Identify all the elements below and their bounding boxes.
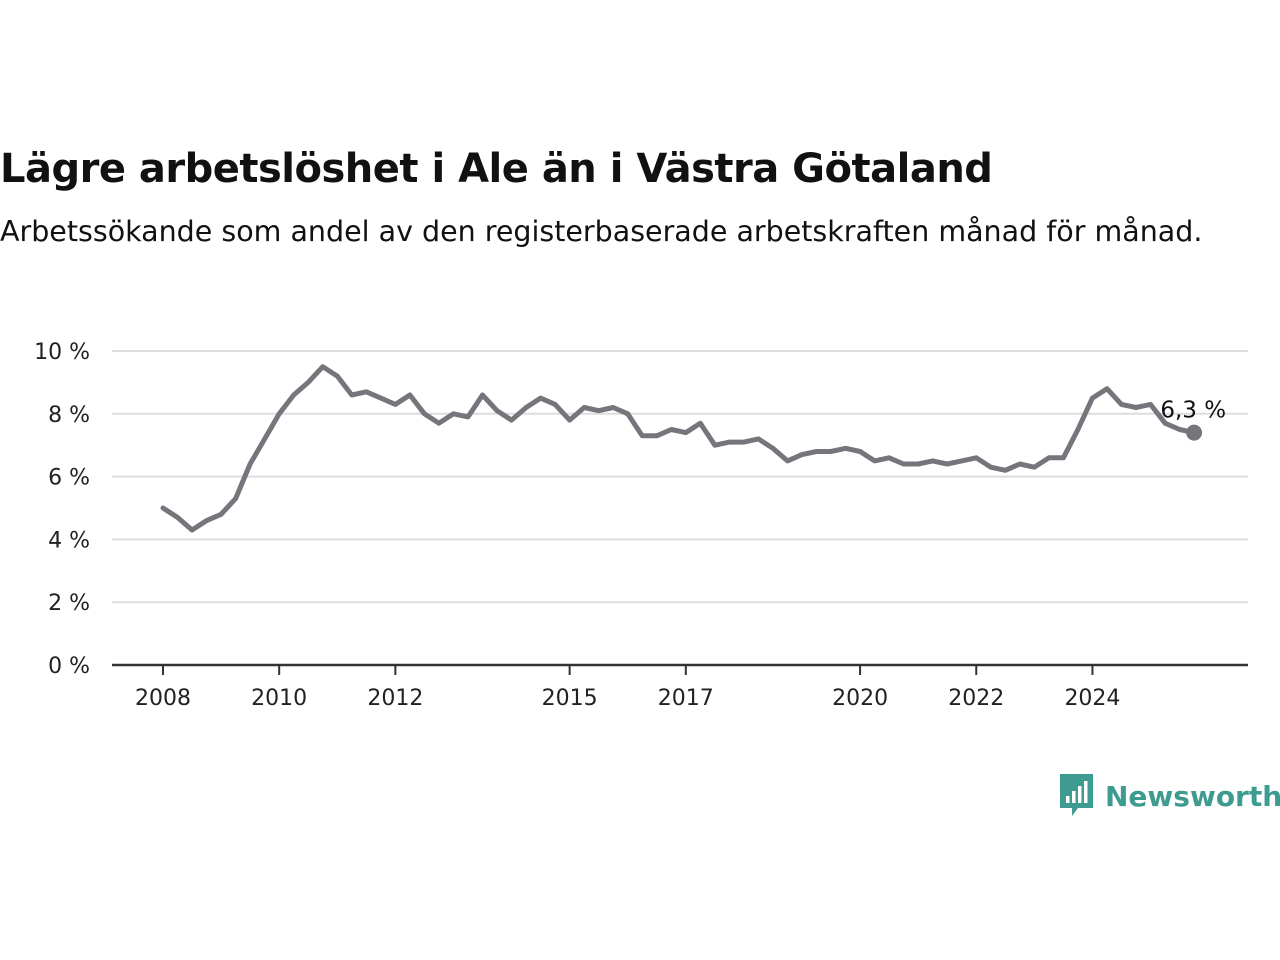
series-end-value-label: 6,3 % bbox=[1160, 398, 1226, 424]
series-line bbox=[160, 364, 1197, 533]
y-axis-tick-labels: 0 % 2 % 4 % 6 % 8 % 10 % bbox=[34, 340, 90, 679]
x-tick-label: 2012 bbox=[367, 686, 423, 711]
y-tick-label: 2 % bbox=[48, 591, 90, 616]
series-end-marker bbox=[1186, 424, 1203, 441]
x-tick-label: 2010 bbox=[251, 686, 307, 711]
x-axis-tick-labels: 2008 2010 2012 2015 2017 2020 2022 2024 bbox=[135, 665, 1120, 711]
y-tick-label: 0 % bbox=[48, 654, 90, 679]
x-tick-label: 2015 bbox=[542, 686, 598, 711]
chart-title: Lägre arbetslöshet i Ale än i Västra Göt… bbox=[0, 146, 993, 192]
x-tick-label: 2017 bbox=[658, 686, 714, 711]
x-tick-label: 2020 bbox=[832, 686, 888, 711]
x-tick-label: 2022 bbox=[948, 686, 1004, 711]
y-tick-label: 6 % bbox=[48, 466, 90, 491]
chart-subtitle: Arbetssökande som andel av den registerb… bbox=[0, 215, 1203, 248]
y-tick-label: 4 % bbox=[48, 528, 90, 553]
series-lines bbox=[160, 364, 1203, 533]
x-tick-label: 2024 bbox=[1064, 686, 1120, 711]
grid-lines bbox=[112, 350, 1248, 667]
newsworthy-logo: Newsworthy bbox=[1060, 774, 1280, 818]
x-tick-label: 2008 bbox=[135, 686, 191, 711]
y-tick-label: 10 % bbox=[34, 340, 90, 365]
newsworthy-logo-icon bbox=[1060, 774, 1093, 816]
y-tick-label: 8 % bbox=[48, 403, 90, 428]
newsworthy-logo-text: Newsworthy bbox=[1105, 779, 1280, 813]
series-labels: 6,3 % bbox=[1160, 398, 1226, 424]
